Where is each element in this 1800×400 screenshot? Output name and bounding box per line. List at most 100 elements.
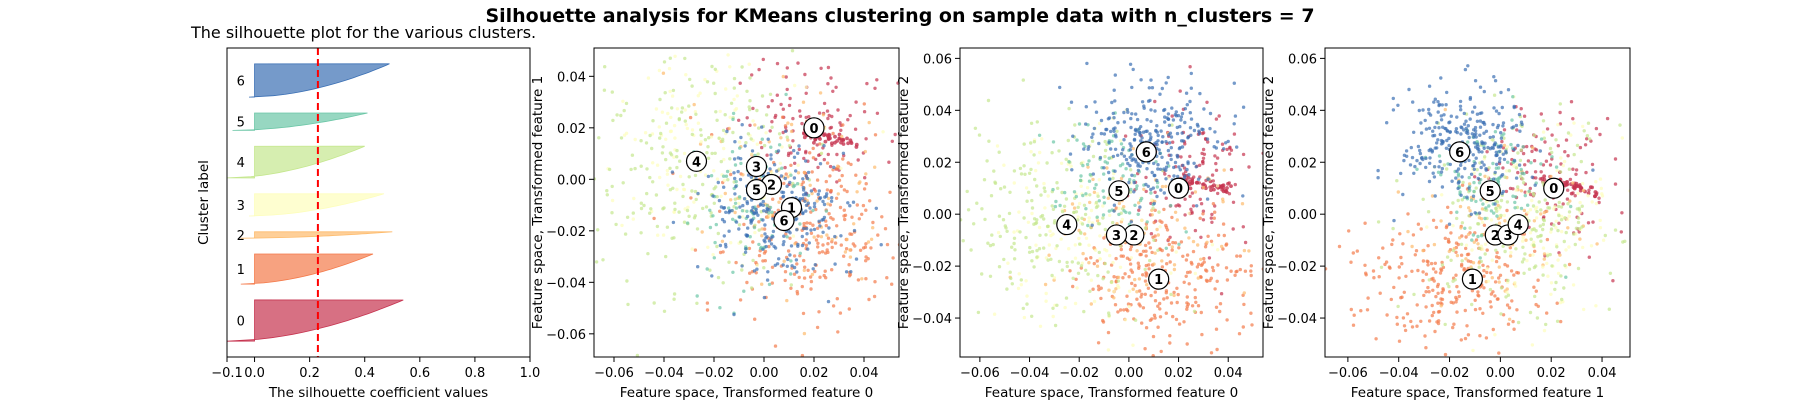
data-point-cluster-4 — [1027, 190, 1031, 194]
data-point-cluster-6 — [1491, 135, 1496, 139]
data-point-cluster-6 — [1134, 112, 1138, 116]
data-point-cluster-1 — [864, 259, 868, 263]
data-point-cluster-3 — [1123, 318, 1128, 322]
data-point-cluster-4 — [1034, 221, 1039, 225]
data-point-cluster-0 — [1620, 211, 1624, 215]
data-point-cluster-5 — [1489, 209, 1494, 213]
data-point-cluster-3 — [1112, 289, 1116, 294]
data-point-cluster-1 — [802, 276, 807, 280]
data-point-cluster-6 — [1401, 192, 1405, 197]
data-point-cluster-4 — [1083, 212, 1088, 217]
data-point-cluster-4 — [1045, 224, 1050, 229]
data-point-cluster-0 — [1611, 279, 1615, 283]
data-point-cluster-1 — [1446, 205, 1450, 209]
data-point-cluster-1 — [1099, 286, 1103, 290]
data-point-cluster-6 — [1419, 156, 1424, 160]
data-point-cluster-4 — [639, 201, 643, 205]
data-point-cluster-6 — [1472, 167, 1477, 171]
data-point-cluster-5 — [1474, 199, 1478, 204]
data-point-cluster-1 — [1143, 279, 1148, 283]
data-point-cluster-0 — [1573, 194, 1577, 198]
data-point-cluster-6 — [1135, 117, 1140, 122]
data-point-cluster-2 — [1532, 219, 1537, 223]
data-point-cluster-6 — [1478, 125, 1483, 129]
data-point-cluster-3 — [732, 97, 736, 102]
data-point-cluster-1 — [871, 220, 875, 225]
data-point-cluster-0 — [1511, 187, 1515, 191]
data-point-cluster-1 — [761, 259, 765, 263]
x-tick-label: 0.2 — [299, 366, 320, 381]
data-point-cluster-0 — [1210, 173, 1215, 177]
silhouette-band-1 — [240, 253, 374, 285]
data-point-cluster-1 — [1249, 269, 1253, 273]
data-point-cluster-1 — [782, 181, 786, 186]
data-point-cluster-2 — [1467, 206, 1471, 210]
data-point-cluster-6 — [1122, 120, 1127, 124]
data-point-cluster-2 — [1142, 187, 1146, 191]
data-point-cluster-6 — [1134, 127, 1138, 132]
data-point-cluster-6 — [854, 257, 859, 261]
data-point-cluster-6 — [841, 151, 846, 155]
data-point-cluster-4 — [1071, 276, 1075, 280]
data-point-cluster-1 — [1364, 271, 1368, 275]
data-point-cluster-5 — [1129, 187, 1133, 192]
data-point-cluster-6 — [1385, 121, 1389, 125]
data-point-cluster-6 — [792, 155, 797, 159]
data-point-cluster-4 — [777, 167, 781, 171]
data-point-cluster-6 — [736, 169, 740, 174]
data-point-cluster-6 — [761, 247, 765, 251]
data-point-cluster-1 — [1215, 279, 1219, 283]
data-point-cluster-2 — [1196, 276, 1201, 280]
data-point-cluster-4 — [1567, 167, 1572, 171]
data-point-cluster-1 — [1464, 235, 1468, 239]
data-point-cluster-4 — [1096, 204, 1100, 208]
data-point-cluster-6 — [1476, 176, 1481, 181]
data-point-cluster-0 — [1569, 100, 1574, 104]
data-point-cluster-1 — [813, 269, 817, 274]
data-point-cluster-3 — [660, 110, 665, 114]
data-point-cluster-6 — [733, 140, 737, 144]
data-point-cluster-1 — [1515, 270, 1519, 275]
data-point-cluster-4 — [668, 56, 672, 60]
data-point-cluster-4 — [1559, 205, 1564, 209]
data-point-cluster-4 — [1043, 189, 1047, 194]
data-point-cluster-4 — [1143, 267, 1147, 272]
data-point-cluster-6 — [1488, 135, 1492, 140]
data-point-cluster-4 — [1563, 263, 1567, 268]
data-point-cluster-2 — [767, 140, 771, 144]
data-point-cluster-4 — [712, 81, 716, 85]
data-point-cluster-1 — [864, 242, 868, 246]
data-point-cluster-6 — [1097, 141, 1101, 146]
data-point-cluster-0 — [813, 137, 818, 142]
data-point-cluster-2 — [1155, 227, 1159, 232]
data-point-cluster-2 — [836, 164, 840, 168]
data-point-cluster-3 — [1440, 193, 1444, 197]
data-point-cluster-1 — [1171, 314, 1175, 319]
data-point-cluster-3 — [1486, 279, 1491, 283]
data-point-cluster-4 — [585, 146, 588, 149]
data-point-cluster-4 — [663, 91, 667, 95]
data-point-cluster-5 — [1135, 184, 1139, 188]
data-point-cluster-1 — [842, 214, 846, 218]
data-point-cluster-6 — [804, 203, 809, 207]
data-point-cluster-1 — [816, 245, 820, 249]
data-point-cluster-4 — [1521, 245, 1525, 249]
data-point-cluster-0 — [765, 153, 769, 157]
data-point-cluster-6 — [1155, 130, 1160, 134]
data-point-cluster-0 — [849, 141, 854, 146]
data-point-cluster-0 — [783, 165, 787, 170]
data-point-cluster-1 — [1478, 307, 1482, 311]
data-point-cluster-4 — [1042, 217, 1046, 221]
data-point-cluster-3 — [1530, 198, 1534, 203]
data-point-cluster-4 — [723, 113, 727, 117]
data-point-cluster-6 — [740, 123, 744, 127]
cluster-center-4 — [685, 150, 708, 172]
data-point-cluster-6 — [846, 201, 850, 205]
data-point-cluster-4 — [675, 165, 679, 170]
data-point-cluster-6 — [1071, 134, 1075, 138]
data-point-cluster-0 — [1525, 170, 1529, 174]
data-point-cluster-4 — [1588, 137, 1592, 141]
data-point-cluster-5 — [734, 179, 738, 184]
data-point-cluster-5 — [789, 259, 793, 263]
data-point-cluster-1 — [1434, 225, 1439, 230]
